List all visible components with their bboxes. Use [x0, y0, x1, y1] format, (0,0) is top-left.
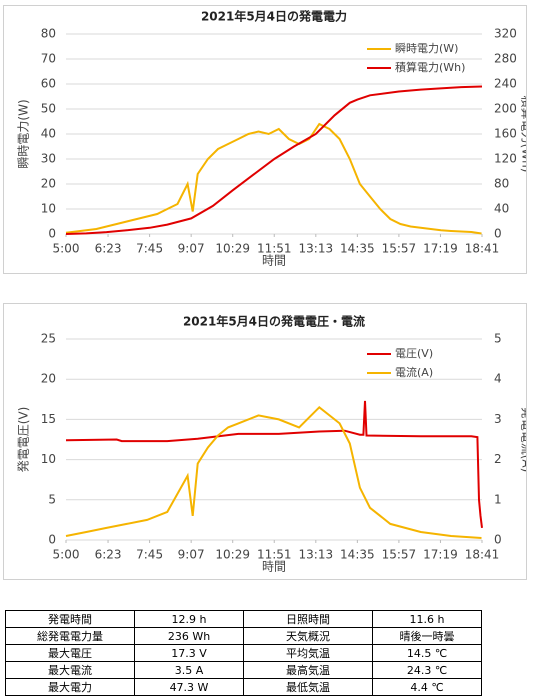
x-tick-label: 13:13 [299, 548, 334, 562]
y2-axis-label: 積算電力(Wh) [520, 96, 527, 173]
x-tick-label: 18:41 [465, 548, 500, 562]
chart-title: 2021年5月4日の発電電力 [201, 9, 347, 24]
x-tick-label: 10:29 [215, 242, 250, 256]
y-tick-label: 60 [41, 77, 56, 91]
chart-frame: 2021年5月4日の発電電圧・電流 0 5 10 15 20 25 0 1 2 3 4 5 5:00 6:2… [3, 303, 534, 580]
series-line [65, 85, 483, 235]
x-axis-label: 時間 [262, 560, 286, 574]
table-row: 最大電圧 17.3 V 平均気温 14.5 ℃ [5, 644, 482, 662]
y-tick-label: 0 [48, 227, 56, 241]
chart: 2021年5月4日の発電電圧・電流 0 5 10 15 20 25 0 1 2 3 4 5 5:00 6:2… [17, 314, 534, 574]
x-tick-label: 9:07 [178, 242, 205, 256]
table-value: 晴後一時曇 [372, 627, 482, 645]
y-tick-label: 40 [41, 127, 56, 141]
table-row: 総発電電力量 236 Wh 天気概況 晴後一時曇 [5, 627, 482, 645]
y-tick-label: 20 [41, 372, 56, 386]
x-tick-label: 17:19 [423, 548, 458, 562]
y2-tick-label: 320 [494, 27, 517, 41]
chart-frame: 2021年5月4日の発電電力 0 10 20 30 40 50 60 70 80 0 40 80 120 1… [3, 5, 535, 274]
y-tick-label: 80 [41, 27, 56, 41]
y-axis-label: 発電電圧(V) [17, 407, 31, 473]
legend-label: 積算電力(Wh) [395, 60, 465, 74]
series-line [65, 122, 482, 235]
summary-table: 発電時間 12.9 h 日照時間 11.6 h 総発電電力量 236 Wh 天気概況 晴後一時… [5, 610, 482, 696]
table-label: 総発電電力量 [5, 627, 135, 645]
y-tick-label: 15 [41, 412, 56, 426]
y-tick-label: 0 [48, 533, 56, 547]
y2-tick-label: 0 [494, 227, 502, 241]
y2-tick-label: 120 [494, 152, 517, 166]
table-label: 最大電流 [5, 661, 135, 679]
table-value: 12.9 h [134, 610, 244, 628]
x-tick-label: 14:35 [340, 548, 375, 562]
chart: 2021年5月4日の発電電力 0 10 20 30 40 50 60 70 80 0 40 80 120 1… [17, 9, 535, 268]
y2-tick-label: 40 [494, 202, 509, 216]
table-value: 3.5 A [134, 661, 244, 679]
x-tick-label: 15:57 [382, 242, 417, 256]
y-tick-label: 30 [41, 152, 56, 166]
y-tick-label: 50 [41, 102, 56, 116]
x-tick-label: 5:00 [53, 548, 80, 562]
table-label: 発電時間 [5, 610, 135, 628]
x-tick-label: 18:41 [465, 242, 500, 256]
table-value: 24.3 ℃ [372, 661, 482, 679]
y2-tick-label: 80 [494, 177, 509, 191]
y2-tick-label: 160 [494, 127, 517, 141]
x-tick-label: 10:29 [215, 548, 250, 562]
table-label: 天気概況 [243, 627, 373, 645]
x-tick-label: 7:45 [136, 242, 163, 256]
y2-tick-label: 280 [494, 52, 517, 66]
y-axis-label: 瞬時電力(W) [17, 99, 31, 168]
table-value: 14.5 ℃ [372, 644, 482, 662]
y2-tick-label: 0 [494, 533, 502, 547]
x-tick-label: 9:07 [178, 548, 205, 562]
y-tick-label: 70 [41, 52, 56, 66]
table-row: 最大電流 3.5 A 最高気温 24.3 ℃ [5, 661, 482, 679]
x-tick-label: 6:23 [95, 548, 122, 562]
table-label: 平均気温 [243, 644, 373, 662]
y2-tick-label: 1 [494, 492, 502, 506]
y-tick-label: 10 [41, 202, 56, 216]
y-tick-label: 5 [48, 492, 56, 506]
x-tick-label: 13:13 [299, 242, 334, 256]
x-tick-label: 7:45 [136, 548, 163, 562]
x-tick-label: 15:57 [382, 548, 417, 562]
x-tick-label: 11:51 [257, 548, 292, 562]
series-line [65, 405, 482, 539]
y-tick-label: 20 [41, 177, 56, 191]
y2-tick-label: 2 [494, 452, 502, 466]
y2-axis-label: 発電電流(A) [520, 407, 527, 473]
table-row: 発電時間 12.9 h 日照時間 11.6 h [5, 610, 482, 628]
table-value: 236 Wh [134, 627, 244, 645]
x-tick-label: 11:51 [257, 242, 292, 256]
x-axis-label: 時間 [262, 254, 286, 268]
table-label: 日照時間 [243, 610, 373, 628]
series-line [65, 400, 483, 529]
y2-tick-label: 5 [494, 332, 502, 346]
table-label: 最大電圧 [5, 644, 135, 662]
y2-tick-label: 240 [494, 77, 517, 91]
x-tick-label: 17:19 [423, 242, 458, 256]
y2-tick-label: 4 [494, 372, 502, 386]
legend-label: 瞬時電力(W) [395, 42, 458, 55]
y-tick-label: 25 [41, 332, 56, 346]
y-tick-label: 10 [41, 452, 56, 466]
table-label: 最高気温 [243, 661, 373, 679]
x-tick-label: 14:35 [340, 242, 375, 256]
x-tick-label: 6:23 [95, 242, 122, 256]
chart-title: 2021年5月4日の発電電圧・電流 [183, 314, 365, 329]
y2-tick-label: 200 [494, 102, 517, 116]
table-value: 17.3 V [134, 644, 244, 662]
table-value: 11.6 h [372, 610, 482, 628]
legend-label: 電流(A) [395, 365, 433, 379]
legend-label: 電圧(V) [395, 347, 433, 360]
y2-tick-label: 3 [494, 412, 502, 426]
x-tick-label: 5:00 [53, 242, 80, 256]
